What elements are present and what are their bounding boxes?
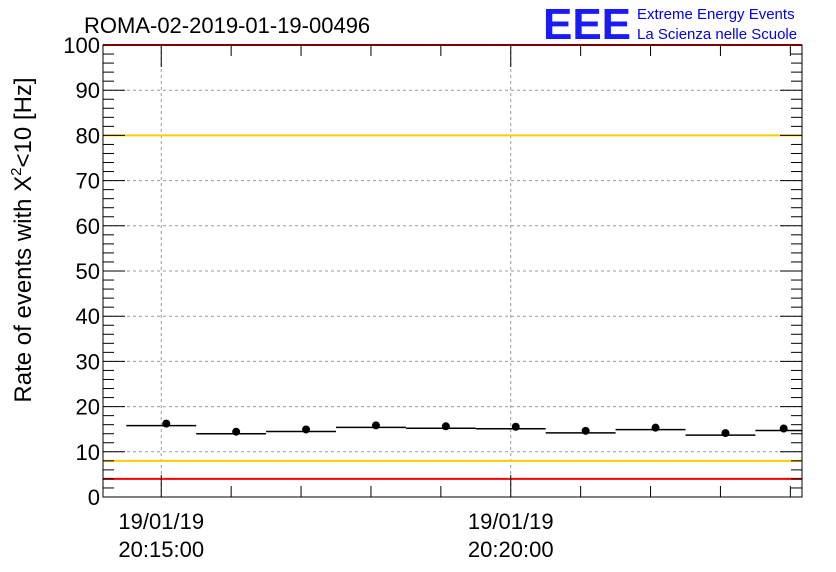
grid-lines (103, 45, 802, 497)
x-tick-time: 20:15:00 (118, 537, 204, 562)
y-tick-label: 80 (76, 123, 100, 148)
y-tick-label: 10 (76, 440, 100, 465)
x-tick-date: 19/01/19 (468, 509, 554, 534)
data-point (721, 429, 730, 438)
logo-line-1: Extreme Energy Events (637, 6, 795, 23)
data-point (651, 423, 660, 432)
data-point (779, 424, 788, 433)
data-points (126, 419, 802, 438)
y-tick-label: 30 (76, 349, 100, 374)
y-tick-label: 50 (76, 259, 100, 284)
data-point (302, 425, 311, 434)
y-tick-label: 0 (88, 485, 100, 510)
y-tick-label: 70 (76, 169, 100, 194)
eee-logo: EEE Extreme Energy Events La Scienza nel… (543, 0, 797, 49)
x-tick-time: 20:20:00 (468, 537, 554, 562)
y-tick-label: 20 (76, 395, 100, 420)
data-point (511, 422, 520, 431)
y-tick-label: 90 (76, 78, 100, 103)
y-tick-labels: 0 10 20 30 40 50 60 70 80 90 100 (63, 33, 100, 510)
y-tick-label: 40 (76, 304, 100, 329)
data-point (232, 427, 241, 436)
axis-ticks (103, 44, 802, 498)
y-tick-label: 60 (76, 214, 100, 239)
data-point (581, 426, 590, 435)
x-tick-date: 19/01/19 (118, 509, 204, 534)
logo-line-2: La Scienza nelle Scuole (637, 26, 797, 43)
x-tick-labels: 19/01/19 20:15:00 19/01/19 20:20:00 (118, 509, 553, 562)
data-point (162, 419, 171, 428)
data-point (371, 421, 380, 430)
chart-title: ROMA-02-2019-01-19-00496 (84, 13, 370, 38)
logo-letters: EEE (543, 0, 631, 49)
reference-lines (103, 44, 802, 480)
y-axis-label: Rate of events with X2<10 [Hz] (8, 77, 37, 402)
data-point (441, 422, 450, 431)
y-tick-label: 100 (63, 33, 100, 58)
